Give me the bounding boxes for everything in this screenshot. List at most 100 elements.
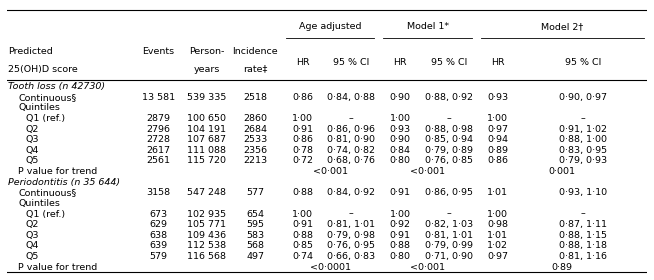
Text: 0·90: 0·90: [390, 135, 411, 144]
Text: 115 720: 115 720: [187, 157, 226, 165]
Text: HR: HR: [393, 58, 407, 67]
Text: 0·88: 0·88: [390, 241, 411, 251]
Text: 0·88, 1·18: 0·88, 1·18: [559, 241, 608, 251]
Text: 0·98: 0·98: [487, 220, 508, 229]
Text: 0·83, 0·95: 0·83, 0·95: [559, 146, 608, 155]
Text: 539 335: 539 335: [187, 93, 226, 102]
Text: 577: 577: [246, 188, 264, 197]
Text: 0·79, 0·93: 0·79, 0·93: [559, 157, 608, 165]
Text: 0·88, 0·98: 0·88, 0·98: [425, 125, 473, 134]
Text: 2356: 2356: [243, 146, 267, 155]
Text: Q5: Q5: [26, 157, 39, 165]
Text: 0·91: 0·91: [292, 220, 313, 229]
Text: 1·02: 1·02: [487, 241, 508, 251]
Text: 0·71, 0·90: 0·71, 0·90: [425, 252, 473, 261]
Text: 95 % CI: 95 % CI: [430, 58, 467, 67]
Text: 1·01: 1·01: [487, 231, 508, 240]
Text: –: –: [581, 114, 586, 123]
Text: 2860: 2860: [243, 114, 267, 123]
Text: 1·00: 1·00: [487, 114, 508, 123]
Text: 0·74, 0·82: 0·74, 0·82: [328, 146, 375, 155]
Text: 0·93: 0·93: [487, 93, 508, 102]
Text: 0·84, 0·88: 0·84, 0·88: [328, 93, 375, 102]
Text: 3158: 3158: [146, 188, 171, 197]
Text: Q4: Q4: [26, 241, 39, 251]
Text: 0·91: 0·91: [390, 188, 411, 197]
Text: 0·91, 1·02: 0·91, 1·02: [559, 125, 608, 134]
Text: 1·01: 1·01: [487, 188, 508, 197]
Text: –: –: [349, 114, 354, 123]
Text: 0·89: 0·89: [487, 146, 508, 155]
Text: HR: HR: [490, 58, 504, 67]
Text: 0·84, 0·92: 0·84, 0·92: [328, 188, 375, 197]
Text: Q5: Q5: [26, 252, 39, 261]
Text: 0·88: 0·88: [292, 188, 313, 197]
Text: 2796: 2796: [146, 125, 171, 134]
Text: <0·001: <0·001: [410, 263, 445, 272]
Text: 116 568: 116 568: [187, 252, 226, 261]
Text: 654: 654: [246, 210, 264, 219]
Text: 583: 583: [246, 231, 264, 240]
Text: rate‡: rate‡: [243, 65, 267, 74]
Text: 0·86: 0·86: [292, 93, 313, 102]
Text: 0·97: 0·97: [487, 125, 508, 134]
Text: –: –: [349, 210, 354, 219]
Text: 629: 629: [149, 220, 167, 229]
Text: <0·0001: <0·0001: [310, 263, 351, 272]
Text: 0·72: 0·72: [292, 157, 313, 165]
Text: 1·00: 1·00: [390, 210, 411, 219]
Text: Q2: Q2: [26, 125, 39, 134]
Text: 2518: 2518: [243, 93, 267, 102]
Text: 0·74: 0·74: [292, 252, 313, 261]
Text: Q3: Q3: [26, 231, 39, 240]
Text: 102 935: 102 935: [187, 210, 226, 219]
Text: 0·90: 0·90: [390, 93, 411, 102]
Text: years: years: [194, 65, 220, 74]
Text: 0·86, 0·95: 0·86, 0·95: [425, 188, 473, 197]
Text: Model 1*: Model 1*: [407, 22, 449, 31]
Text: 109 436: 109 436: [187, 231, 226, 240]
Text: 2684: 2684: [243, 125, 267, 134]
Text: 100 650: 100 650: [187, 114, 226, 123]
Text: 0·93, 1·10: 0·93, 1·10: [559, 188, 608, 197]
Text: 1·00: 1·00: [292, 210, 313, 219]
Text: 497: 497: [246, 252, 264, 261]
Text: 0·88, 1·00: 0·88, 1·00: [559, 135, 608, 144]
Text: 0·90, 0·97: 0·90, 0·97: [559, 93, 608, 102]
Text: Events: Events: [143, 47, 175, 56]
Text: 0·86: 0·86: [292, 135, 313, 144]
Text: <0·001: <0·001: [313, 167, 348, 176]
Text: 0·76, 0·85: 0·76, 0·85: [425, 157, 473, 165]
Text: 0·84: 0·84: [390, 146, 411, 155]
Text: 0·68, 0·76: 0·68, 0·76: [328, 157, 375, 165]
Text: Q3: Q3: [26, 135, 39, 144]
Text: Q2: Q2: [26, 220, 39, 229]
Text: 0·88, 1·15: 0·88, 1·15: [559, 231, 608, 240]
Text: 0·88: 0·88: [292, 231, 313, 240]
Text: 595: 595: [246, 220, 264, 229]
Text: 0·85: 0·85: [292, 241, 313, 251]
Text: 0·81, 1·01: 0·81, 1·01: [425, 231, 473, 240]
Text: Tooth loss (n 42730): Tooth loss (n 42730): [9, 82, 105, 91]
Text: 639: 639: [149, 241, 167, 251]
Text: 0·78: 0·78: [292, 146, 313, 155]
Text: 0·89: 0·89: [552, 263, 573, 272]
Text: 0·97: 0·97: [487, 252, 508, 261]
Text: 1·00: 1·00: [292, 114, 313, 123]
Text: Incidence: Incidence: [232, 47, 278, 56]
Text: 0·91: 0·91: [390, 231, 411, 240]
Text: –: –: [581, 210, 586, 219]
Text: Q1 (ref.): Q1 (ref.): [26, 114, 65, 123]
Text: 0·85, 0·94: 0·85, 0·94: [425, 135, 473, 144]
Text: 0·001: 0·001: [549, 167, 576, 176]
Text: 2879: 2879: [146, 114, 171, 123]
Text: 111 088: 111 088: [187, 146, 226, 155]
Text: 0·86: 0·86: [487, 157, 508, 165]
Text: Quintiles: Quintiles: [18, 199, 60, 208]
Text: 0·66, 0·83: 0·66, 0·83: [327, 252, 375, 261]
Text: 107 687: 107 687: [187, 135, 226, 144]
Text: 0·87, 1·11: 0·87, 1·11: [559, 220, 608, 229]
Text: 0·80: 0·80: [390, 157, 411, 165]
Text: 112 538: 112 538: [187, 241, 226, 251]
Text: 1·00: 1·00: [487, 210, 508, 219]
